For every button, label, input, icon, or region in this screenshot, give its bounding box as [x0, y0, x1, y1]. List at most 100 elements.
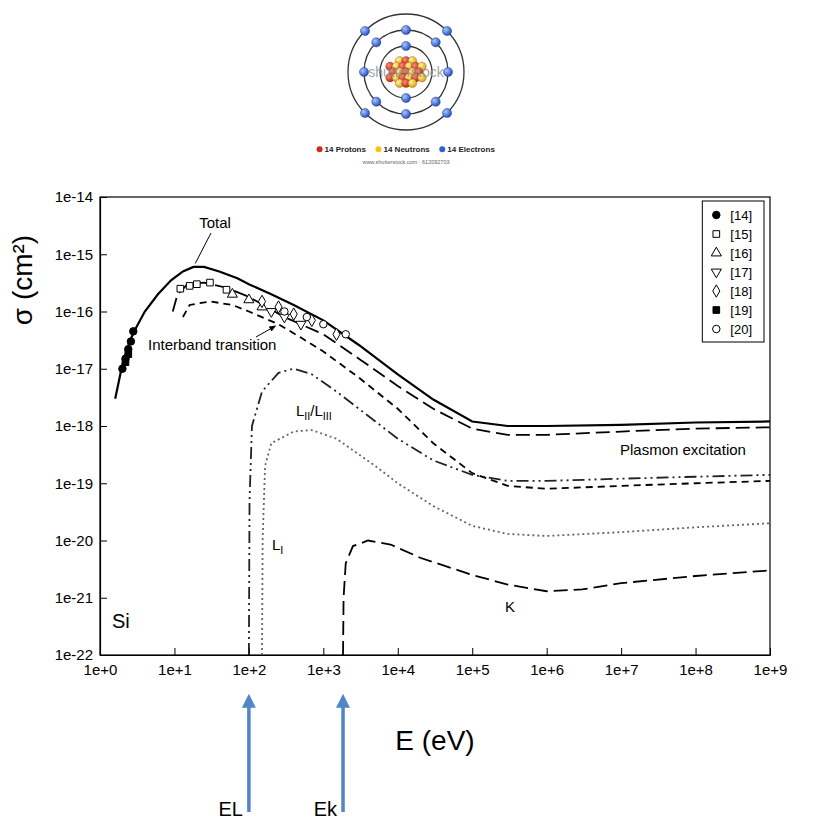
x-tick-label: 1e+3	[307, 661, 341, 678]
y-tick-label: 1e-15	[55, 246, 93, 263]
curve-label: K	[505, 598, 515, 615]
x-tick-mark	[770, 648, 771, 655]
x-tick-mark	[547, 648, 548, 655]
x-tick: 1e+8	[679, 648, 713, 678]
material-label: Si	[112, 610, 130, 632]
x-axis-line	[101, 655, 771, 656]
data-point	[342, 331, 349, 338]
electron-shell	[348, 14, 464, 130]
image-credit: www.shutterstock.com · 612092703	[361, 159, 449, 165]
x-tick-label: 1e+8	[679, 661, 713, 678]
curve-label: Total	[199, 214, 231, 231]
y-tick-label: 1e-16	[55, 303, 93, 320]
label-part: K	[505, 598, 515, 615]
electron	[360, 108, 369, 117]
x-tick-label: 1e+2	[232, 661, 266, 678]
data-point	[119, 365, 126, 372]
x-tick: 1e+7	[605, 648, 639, 678]
line-series	[249, 369, 770, 655]
legend-label: [16]	[730, 246, 752, 261]
legend-label: [15]	[730, 227, 752, 242]
curve-label: LI	[272, 536, 283, 556]
y-tick: 1e-21	[55, 589, 107, 606]
curve-label: LII/LIII	[296, 402, 332, 422]
x-tick-label: 1e+7	[605, 661, 639, 678]
x-tick: 1e+5	[456, 648, 490, 678]
data-point	[223, 286, 230, 293]
plot-data	[115, 267, 770, 655]
electron	[431, 38, 440, 47]
x-axis-title: E (eV)	[395, 725, 474, 756]
atom-legend-dot	[439, 146, 445, 152]
data-point	[281, 308, 288, 315]
legend-marker	[713, 307, 720, 314]
electron	[372, 38, 381, 47]
data-point	[186, 283, 193, 290]
line-series	[115, 267, 770, 426]
atom-legend-label: 14 Protons	[325, 145, 367, 154]
y-tick-label: 1e-21	[55, 589, 93, 606]
x-tick-mark	[472, 648, 473, 655]
atom-legend-label: 14 Neutrons	[383, 145, 430, 154]
data-point	[130, 328, 137, 335]
x-tick-label: 1e+6	[530, 661, 564, 678]
electron-shell	[364, 30, 448, 114]
y-tick-mark	[100, 254, 107, 255]
data-point	[125, 351, 132, 358]
x-tick-mark	[398, 648, 399, 655]
legend-marker	[713, 285, 720, 297]
data-point	[333, 328, 340, 340]
y-tick: 1e-20	[55, 532, 107, 549]
legend: [14][15][16][17][18][19][20]	[702, 201, 764, 342]
data-point	[177, 285, 184, 292]
data-point	[127, 338, 134, 345]
line-series	[183, 301, 770, 488]
y-axis-title: σ (cm²)	[7, 235, 38, 325]
y-tick: 1e-22	[55, 646, 107, 663]
chart-root: shutterstock14 Protons14 Neutrons14 Elec…	[0, 0, 813, 826]
y-tick: 1e-16	[55, 303, 107, 320]
nucleon	[408, 79, 417, 88]
watermark: shutterstock	[368, 64, 444, 80]
line-series	[343, 541, 770, 656]
electron	[401, 93, 410, 102]
label-subscript: III	[323, 410, 332, 422]
legend-marker	[713, 325, 720, 332]
legend-label: [19]	[730, 303, 752, 318]
y-tick: 1e-14	[55, 188, 107, 205]
y-tick-mark	[100, 483, 107, 484]
label-subscript: I	[280, 544, 283, 556]
atom-legend-dot	[375, 146, 381, 152]
y-tick-mark	[100, 598, 107, 599]
x-axis: 1e+01e+11e+21e+31e+41e+51e+61e+71e+81e+9	[84, 648, 788, 678]
data-point	[296, 321, 306, 330]
y-tick-mark	[100, 541, 107, 542]
x-tick-label: 1e+4	[381, 661, 415, 678]
legend-label: [20]	[730, 322, 752, 337]
plot-frame	[100, 197, 770, 655]
electron	[401, 25, 410, 34]
legend-marker	[711, 247, 721, 256]
data-point	[207, 279, 214, 286]
y-tick-mark	[100, 655, 107, 656]
label-part: L	[296, 402, 304, 419]
x-tick-label: 1e+1	[158, 661, 192, 678]
y-tick-mark	[100, 426, 107, 427]
data-point	[303, 313, 310, 320]
electron	[401, 41, 410, 50]
x-tick: 1e+3	[307, 648, 341, 678]
data-point	[194, 281, 201, 288]
atom-legend-dot	[317, 146, 323, 152]
electron	[431, 97, 440, 106]
electron	[443, 67, 452, 76]
data-point	[266, 309, 276, 318]
x-tick: 1e+9	[754, 648, 788, 678]
label-part: Plasmon excitation	[620, 441, 746, 458]
data-point	[244, 294, 254, 303]
y-tick-label: 1e-18	[55, 417, 93, 434]
curve-label: Plasmon excitation	[620, 441, 746, 458]
label-part: Interband transition	[148, 336, 276, 353]
y-tick: 1e-17	[55, 360, 107, 377]
legend-marker	[711, 269, 721, 278]
chart-svg: shutterstock14 Protons14 Neutrons14 Elec…	[0, 0, 813, 826]
